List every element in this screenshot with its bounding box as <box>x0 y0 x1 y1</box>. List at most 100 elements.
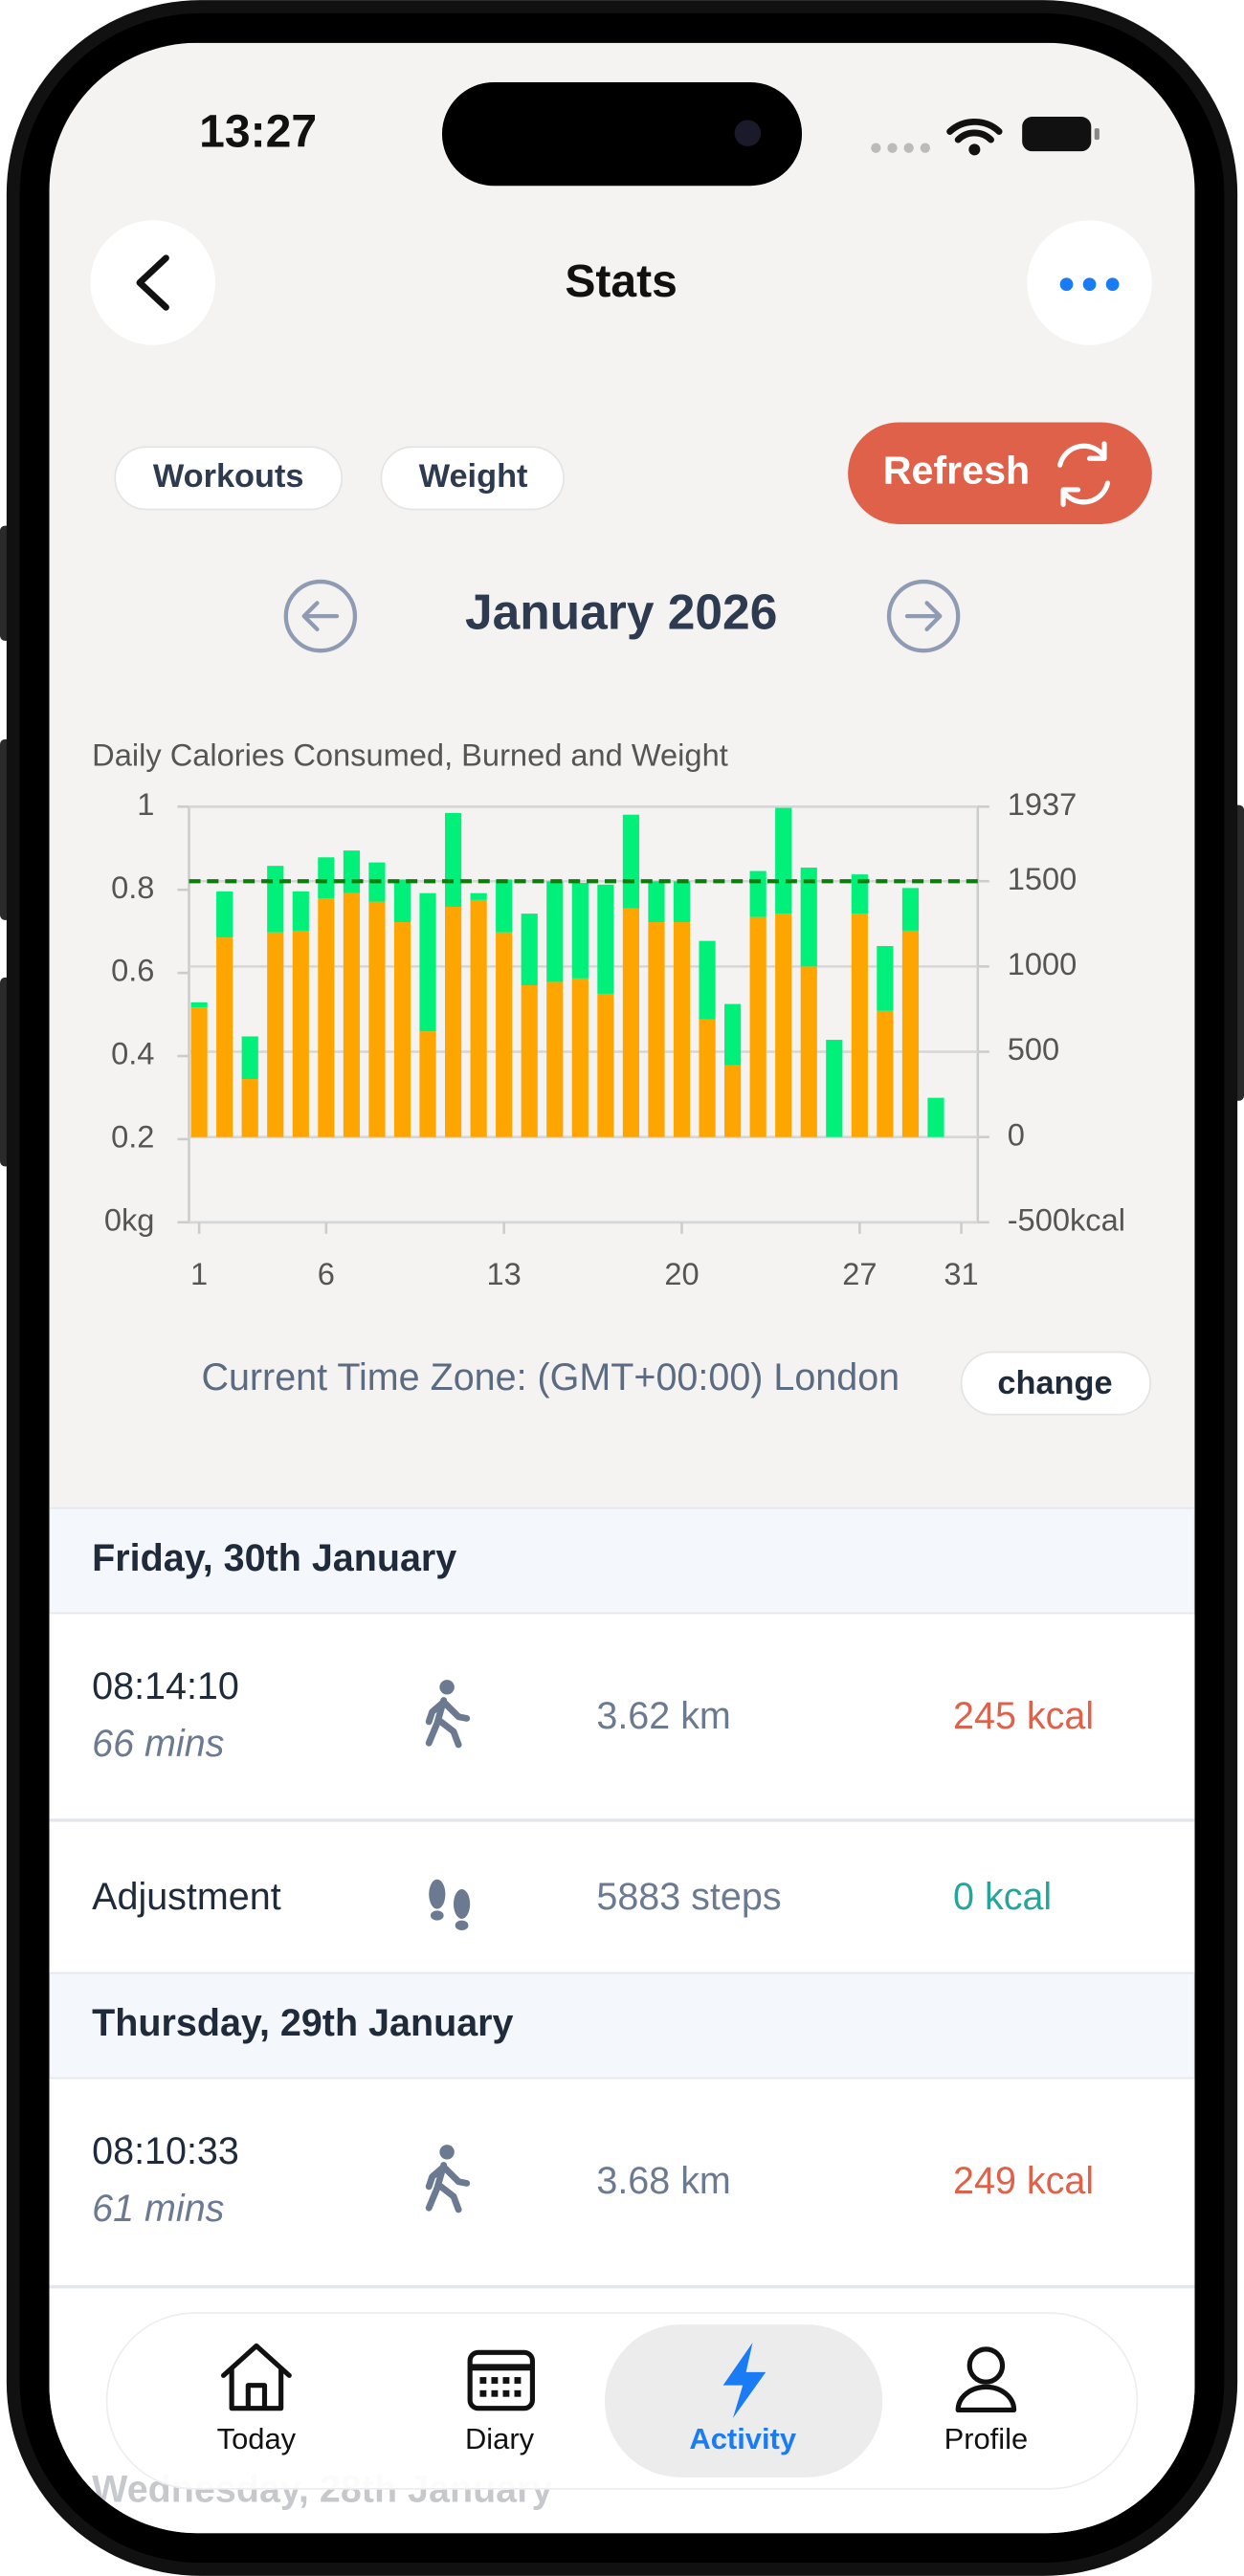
day <box>491 2377 499 2384</box>
bar <box>597 884 614 994</box>
diary-icon[interactable] <box>467 2349 535 2411</box>
heel <box>455 1920 469 1930</box>
bar <box>749 916 766 1137</box>
signal-dot <box>920 143 930 153</box>
month-label: January 2026 <box>465 584 777 640</box>
steps-icon <box>429 1879 471 1930</box>
refresh-icon <box>1057 441 1111 507</box>
bar <box>622 814 640 909</box>
tab-label[interactable]: Today <box>217 2422 297 2455</box>
activity-icon[interactable] <box>722 2343 766 2419</box>
wifi-icon <box>946 118 1003 143</box>
back-button[interactable] <box>90 220 215 345</box>
bar <box>216 891 233 938</box>
filter-chip[interactable] <box>114 446 344 511</box>
next-month[interactable] <box>886 579 961 653</box>
entry-distance: 3.68 km <box>596 2160 730 2202</box>
entry-distance: 5883 steps <box>596 1876 781 1918</box>
battery-icon <box>1022 117 1092 152</box>
day <box>479 2377 487 2384</box>
bar <box>877 945 894 1011</box>
bar <box>724 1065 742 1137</box>
bar <box>546 881 564 982</box>
bar <box>571 978 589 1137</box>
bar <box>648 922 665 1137</box>
heel <box>430 1910 444 1921</box>
x-tick-label: 13 <box>487 1256 522 1291</box>
bar <box>699 940 716 1020</box>
y2-tick-label: 1937 <box>1008 786 1077 822</box>
dynamic-island <box>441 81 803 187</box>
bar <box>216 937 233 1137</box>
day <box>479 2389 487 2397</box>
y-tick-label: 0.4 <box>111 1036 154 1071</box>
bar <box>190 1007 208 1137</box>
day-title: Friday, 30th January <box>92 1537 456 1579</box>
bar <box>724 1003 742 1066</box>
chart: -500kcal 0 500 1000 1500 1937 0kg 0.2 0.4 0.6 0.8 1… <box>104 786 1125 1291</box>
day <box>502 2377 510 2384</box>
x-tick-label: 1 <box>190 1256 208 1291</box>
filter-label: Weight <box>419 458 528 495</box>
x-tick-label: 27 <box>842 1256 877 1291</box>
bar <box>241 1036 258 1080</box>
today-icon[interactable] <box>220 2343 292 2411</box>
change-button[interactable] <box>960 1351 1151 1416</box>
bar <box>292 891 309 931</box>
screen: 13:27 Stats Workouts Weight Refresh Janu… <box>49 42 1195 2534</box>
entry-duration: 66 mins <box>92 1723 224 1765</box>
filter-label: Workouts <box>153 458 304 495</box>
bar <box>496 879 513 933</box>
bar <box>597 993 614 1137</box>
bar <box>444 812 462 907</box>
chart-title: Daily Calories Consumed, Burned and Weig… <box>92 737 728 772</box>
day-title: Thursday, 29th January <box>92 2002 513 2044</box>
day <box>514 2377 522 2384</box>
entry-energy: 0 kcal <box>953 1876 1052 1918</box>
timezone-text: Current Time Zone: (GMT+00:00) London <box>201 1356 900 1398</box>
bar <box>267 932 284 1137</box>
bar <box>393 922 411 1137</box>
bar <box>470 892 487 900</box>
y2-tick-label: 1500 <box>1008 861 1077 896</box>
dot <box>1082 277 1097 292</box>
bar <box>521 984 538 1137</box>
signal-dot <box>903 143 914 153</box>
head <box>439 2145 455 2160</box>
dot <box>1105 277 1120 292</box>
bar <box>901 888 920 931</box>
prev-month[interactable] <box>283 579 358 653</box>
y2-tick-label: 500 <box>1008 1031 1059 1067</box>
bar <box>673 881 691 923</box>
bar <box>318 857 335 899</box>
x-tick-label: 31 <box>944 1256 978 1291</box>
bar <box>673 922 691 1137</box>
next-icon <box>904 601 943 632</box>
bar <box>749 870 766 917</box>
tab-label[interactable]: Diary <box>465 2422 535 2455</box>
more-icon <box>1059 277 1120 292</box>
y2-tick-label: 1000 <box>1008 946 1077 981</box>
bar <box>343 850 360 893</box>
bar <box>648 881 665 923</box>
signal-dot <box>887 143 898 153</box>
bar <box>851 914 868 1137</box>
refresh-label: Refresh <box>883 449 1030 493</box>
profile-icon[interactable] <box>966 2346 1006 2385</box>
day <box>502 2389 510 2397</box>
tab-label[interactable]: Profile <box>944 2422 1029 2455</box>
bar <box>901 930 920 1137</box>
x-tick-label: 20 <box>664 1256 699 1291</box>
tab-label[interactable]: Activity <box>689 2422 796 2455</box>
x-tick-label: 6 <box>318 1256 335 1291</box>
body <box>425 1697 471 1749</box>
bar <box>267 866 284 933</box>
bar <box>496 932 513 1137</box>
head <box>439 1680 455 1695</box>
bar <box>521 914 538 985</box>
entry-time: 08:14:10 <box>92 1665 239 1707</box>
filter-chip[interactable] <box>380 446 565 511</box>
signal-dot <box>871 143 881 153</box>
bar <box>699 1019 716 1137</box>
